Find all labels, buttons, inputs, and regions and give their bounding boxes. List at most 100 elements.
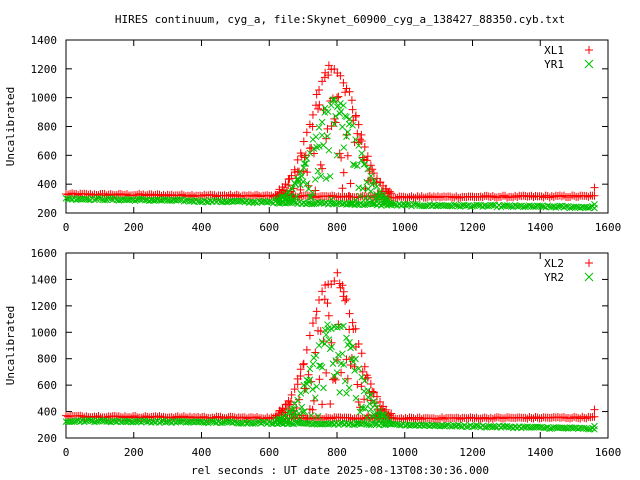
data-point — [513, 193, 522, 202]
data-point — [253, 190, 262, 199]
data-point — [101, 196, 108, 204]
data-point — [393, 193, 402, 202]
data-point — [315, 86, 324, 95]
data-point — [318, 364, 326, 371]
data-point — [355, 184, 363, 191]
data-point — [519, 203, 527, 211]
data-point — [332, 357, 339, 364]
x-tick-label: 1400 — [527, 221, 554, 234]
data-point — [342, 130, 351, 139]
data-point — [231, 418, 239, 426]
data-point — [572, 203, 580, 211]
data-point — [324, 325, 332, 333]
data-point — [131, 197, 139, 205]
y-tick-label: 800 — [37, 121, 57, 134]
legend-label: XL2 — [544, 257, 564, 270]
x-axis-label: rel seconds : UT date 2025-08-13T08:30:3… — [191, 464, 489, 477]
data-point — [552, 204, 560, 211]
data-point — [318, 77, 327, 86]
data-point — [309, 396, 318, 405]
data-point — [320, 141, 327, 149]
data-point — [363, 152, 372, 161]
y-tick-label: 1600 — [31, 247, 58, 260]
data-point — [545, 193, 554, 202]
data-point — [524, 423, 531, 431]
legend-label: YR2 — [544, 271, 564, 284]
data-point — [580, 413, 589, 422]
x-tick-label: 1200 — [459, 221, 486, 234]
legend-marker — [584, 59, 594, 69]
x-tick-label: 200 — [124, 221, 144, 234]
data-point — [322, 368, 331, 377]
data-point — [290, 405, 297, 413]
data-point — [354, 120, 363, 129]
data-point — [386, 199, 394, 207]
data-point — [305, 331, 314, 340]
data-point — [325, 336, 333, 343]
data-point — [232, 190, 241, 199]
data-point — [310, 200, 318, 208]
data-point — [382, 184, 391, 193]
data-point — [324, 61, 333, 70]
legend-label: YR1 — [544, 58, 564, 71]
data-point — [536, 202, 543, 210]
data-point — [308, 319, 317, 328]
data-point — [352, 394, 360, 402]
data-point — [307, 412, 315, 419]
data-point — [456, 414, 465, 423]
data-point — [488, 414, 497, 423]
data-point — [339, 123, 346, 131]
data-point — [467, 203, 474, 211]
data-point — [389, 413, 398, 422]
data-point — [324, 132, 331, 140]
data-point — [351, 112, 360, 121]
data-point — [308, 420, 316, 428]
data-point — [288, 184, 295, 192]
data-point — [215, 197, 222, 204]
data-point — [95, 194, 102, 202]
data-point — [559, 191, 568, 200]
data-point — [308, 405, 317, 414]
data-point — [287, 192, 295, 200]
data-point — [318, 131, 326, 139]
data-point — [279, 413, 286, 421]
data-point — [80, 418, 88, 426]
y-tick-label: 200 — [37, 207, 57, 220]
data-point — [556, 202, 564, 210]
data-point — [85, 196, 92, 204]
data-point — [333, 355, 341, 364]
data-point — [469, 423, 476, 431]
data-point — [208, 418, 216, 425]
data-point — [105, 195, 113, 202]
data-point — [361, 377, 369, 384]
data-point — [438, 413, 447, 422]
data-point — [538, 202, 545, 210]
data-point — [376, 407, 384, 415]
data-point — [343, 133, 350, 140]
data-point — [326, 172, 334, 180]
data-point — [469, 202, 476, 210]
data-point — [154, 196, 161, 203]
data-point — [584, 192, 593, 201]
data-point — [276, 194, 283, 202]
data-point — [137, 196, 145, 203]
data-point — [572, 413, 581, 422]
data-point — [346, 339, 353, 346]
data-point — [412, 200, 419, 208]
x-tick-label: 600 — [259, 446, 279, 459]
data-point — [349, 121, 356, 129]
data-point — [303, 168, 312, 177]
data-point — [265, 418, 273, 426]
data-point — [336, 110, 344, 117]
data-point — [591, 200, 598, 208]
data-point — [326, 400, 335, 409]
data-point — [454, 421, 462, 429]
data-point — [463, 202, 470, 210]
data-point — [329, 96, 337, 104]
data-point — [344, 128, 352, 136]
data-point — [253, 418, 261, 426]
data-point — [290, 196, 297, 204]
data-point — [346, 179, 355, 188]
data-point — [281, 180, 290, 189]
data-point — [323, 124, 332, 133]
